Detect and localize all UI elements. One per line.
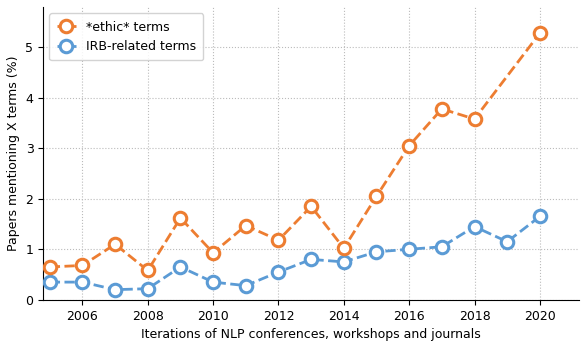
IRB-related terms (406, 247, 413, 251)
IRB-related terms (340, 260, 347, 264)
*ethic* terms (144, 268, 151, 272)
IRB-related terms (46, 280, 53, 284)
IRB-related terms (242, 284, 249, 288)
IRB-related terms (438, 245, 445, 249)
*ethic* terms (210, 251, 217, 255)
*ethic* terms (340, 246, 347, 250)
Legend: *ethic* terms, IRB-related terms: *ethic* terms, IRB-related terms (49, 13, 203, 61)
IRB-related terms (503, 240, 510, 244)
IRB-related terms (308, 257, 315, 261)
IRB-related terms (144, 287, 151, 291)
*ethic* terms (242, 223, 249, 228)
IRB-related terms (471, 224, 478, 229)
*ethic* terms (177, 216, 184, 220)
IRB-related terms (111, 287, 118, 292)
Line: *ethic* terms: *ethic* terms (43, 27, 546, 277)
*ethic* terms (406, 144, 413, 148)
X-axis label: Iterations of NLP conferences, workshops and journals: Iterations of NLP conferences, workshops… (141, 328, 481, 341)
IRB-related terms (177, 265, 184, 269)
*ethic* terms (111, 242, 118, 246)
*ethic* terms (79, 263, 86, 268)
Y-axis label: Papers mentioning X terms (%): Papers mentioning X terms (%) (7, 56, 20, 251)
IRB-related terms (275, 270, 282, 274)
IRB-related terms (373, 250, 380, 254)
*ethic* terms (308, 204, 315, 208)
*ethic* terms (373, 194, 380, 198)
*ethic* terms (536, 31, 543, 35)
IRB-related terms (79, 280, 86, 284)
Line: IRB-related terms: IRB-related terms (43, 210, 546, 296)
IRB-related terms (536, 214, 543, 219)
*ethic* terms (46, 265, 53, 269)
*ethic* terms (438, 107, 445, 111)
*ethic* terms (471, 117, 478, 121)
*ethic* terms (275, 238, 282, 242)
IRB-related terms (210, 280, 217, 284)
